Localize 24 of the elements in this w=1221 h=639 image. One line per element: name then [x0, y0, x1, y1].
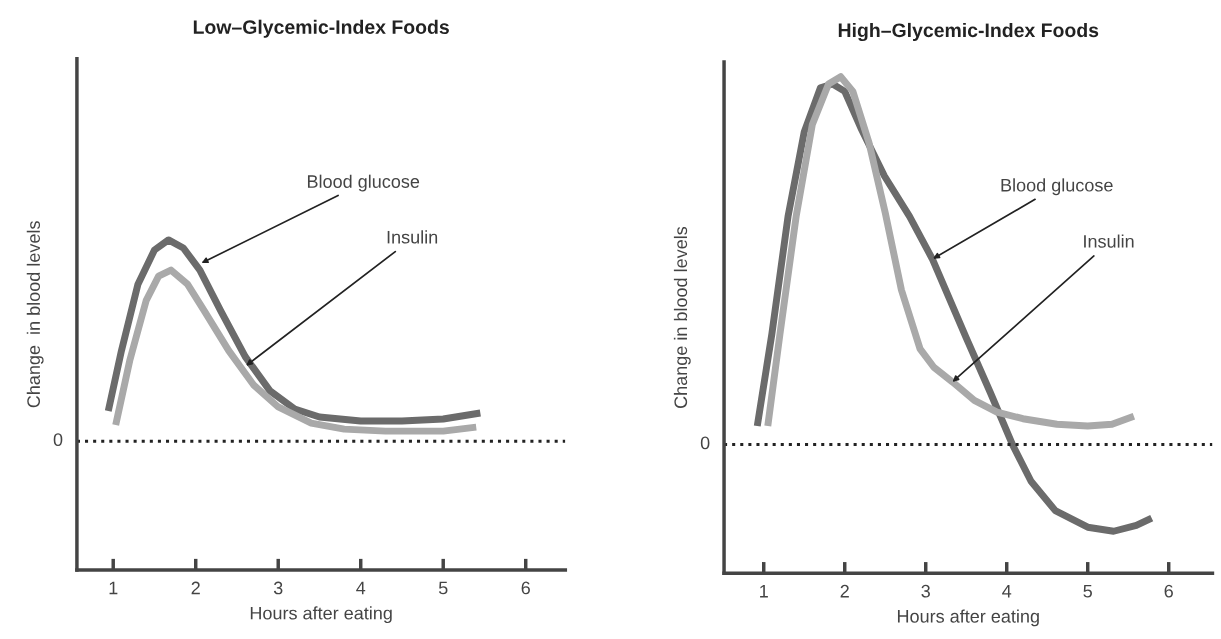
- x-tick-label: 3: [273, 581, 283, 595]
- x-tick-label: 3: [921, 584, 930, 598]
- x-tick-label: 4: [1002, 584, 1012, 598]
- y-axis-title: Change in blood levels: [673, 226, 691, 408]
- x-tick-label: 6: [1164, 584, 1173, 598]
- y-axis-title: Change in blood levels: [26, 221, 44, 408]
- x-tick-label: 2: [191, 581, 200, 595]
- x-tick-label: 5: [438, 581, 448, 595]
- annotation: Insulin: [387, 230, 438, 244]
- x-tick-label: 5: [1083, 584, 1092, 598]
- chart-title: Low–Glycemic-Index Foods: [193, 19, 449, 38]
- x-tick-label: 1: [760, 584, 768, 598]
- x-tick-label: 1: [109, 581, 118, 595]
- x-axis-title: Hours after eating: [250, 606, 392, 624]
- x-tick-label: 4: [356, 581, 366, 595]
- annotation: Blood glucose: [1001, 178, 1113, 196]
- annotation: Blood glucose: [307, 174, 420, 192]
- ref-line-label: 0: [53, 433, 63, 447]
- x-tick-label: 6: [521, 581, 530, 595]
- ref-line-label: 0: [700, 436, 710, 450]
- x-tick-label: 2: [840, 584, 849, 598]
- x-axis-title: Hours after eating: [897, 609, 1039, 627]
- annotation: Insulin: [1084, 234, 1134, 248]
- chart-title: High–Glycemic-Index Foods: [838, 22, 1099, 42]
